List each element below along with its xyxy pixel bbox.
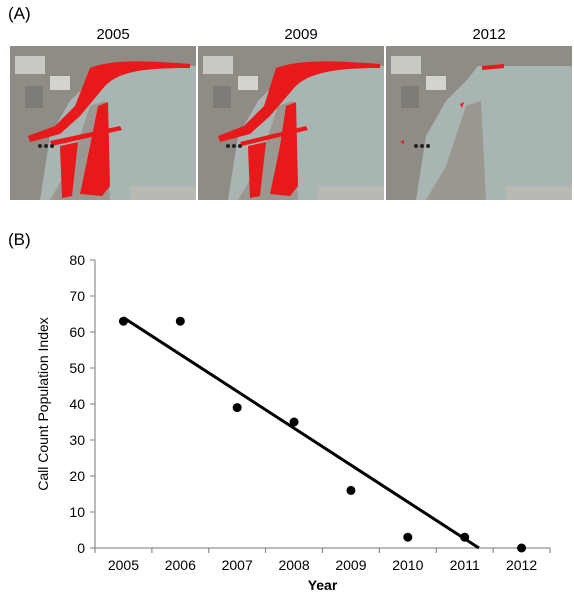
data-point xyxy=(232,403,242,413)
marsh-area xyxy=(240,126,308,146)
marsh-area xyxy=(218,61,380,142)
x-tick-label: 2005 xyxy=(108,557,139,573)
x-axis-label: Year xyxy=(308,577,338,593)
data-point xyxy=(118,316,128,326)
y-tick-label: 70 xyxy=(69,288,85,304)
aerial-map-2005 xyxy=(10,46,196,200)
y-tick-label: 20 xyxy=(69,468,85,484)
map-year-2009: 2009 xyxy=(284,26,318,43)
map-year-2012: 2012 xyxy=(472,26,506,43)
x-tick-label: 2011 xyxy=(450,557,480,573)
data-point xyxy=(460,532,470,542)
trendline xyxy=(122,316,480,550)
marsh-area xyxy=(400,140,404,144)
x-tick-label: 2007 xyxy=(222,557,253,573)
scatter-chart: 0 10 20 30 40 50 60 70 80 2005 2006 2007 2008 2009 201… xyxy=(35,252,551,593)
marsh-area xyxy=(28,61,190,142)
x-tick-label: 2006 xyxy=(165,557,196,573)
data-point xyxy=(346,485,356,495)
marsh-area xyxy=(482,64,504,70)
y-tick-label: 40 xyxy=(69,396,85,412)
x-tick-label: 2008 xyxy=(278,557,309,573)
aerial-map-2012 xyxy=(386,46,572,200)
y-tick-label: 30 xyxy=(69,432,85,448)
marsh-area xyxy=(60,142,78,198)
marsh-area xyxy=(248,142,266,198)
y-tick-label: 50 xyxy=(69,360,85,376)
panel-b-label: (B) xyxy=(8,230,31,249)
marsh-area xyxy=(50,126,122,146)
y-tick-label: 60 xyxy=(69,324,85,340)
x-tick-label: 2012 xyxy=(506,557,537,573)
y-axis-label: Call Count Population Index xyxy=(35,317,51,491)
marsh-area xyxy=(460,102,464,108)
y-tick-label: 80 xyxy=(69,252,85,268)
data-point xyxy=(517,543,527,553)
y-tick-label: 0 xyxy=(77,540,85,556)
marsh-area xyxy=(270,102,298,196)
data-point xyxy=(175,316,185,326)
data-point xyxy=(289,417,299,427)
aerial-map-2009 xyxy=(198,46,384,200)
y-tick-label: 10 xyxy=(69,504,85,520)
marsh-area xyxy=(80,102,110,196)
map-year-2005: 2005 xyxy=(96,26,130,43)
data-point xyxy=(403,532,413,542)
x-tick-label: 2009 xyxy=(335,557,366,573)
panel-a-label: (A) xyxy=(8,4,31,23)
x-tick-label: 2010 xyxy=(392,557,423,573)
